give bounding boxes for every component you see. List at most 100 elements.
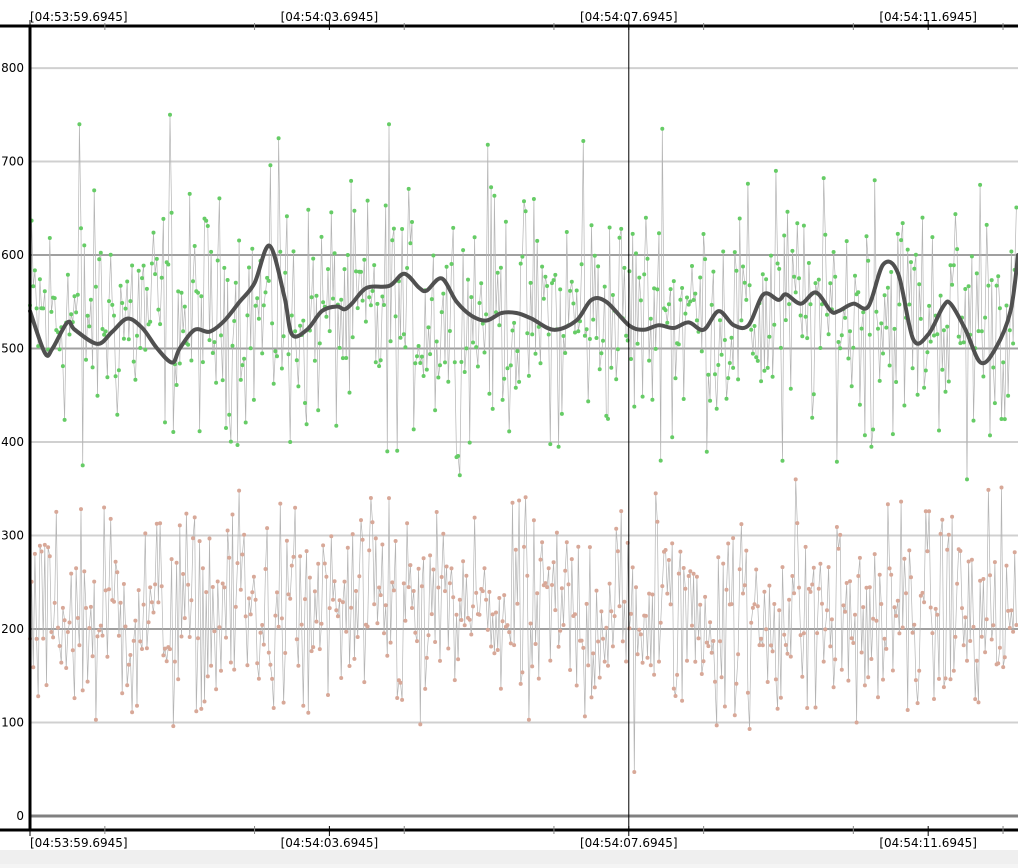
lower-point: [123, 624, 128, 629]
lower-point: [943, 676, 948, 681]
upper-point: [703, 257, 708, 262]
lower-point: [660, 584, 665, 589]
upper-point: [892, 326, 897, 331]
lower-point: [694, 574, 699, 579]
lower-point: [253, 597, 258, 602]
lower-point: [652, 672, 657, 677]
lower-point: [192, 515, 197, 520]
upper-point: [971, 418, 976, 423]
upper-point: [230, 343, 235, 348]
x-tick-label-top: [04:54:11.6945]: [879, 10, 977, 24]
upper-point: [342, 267, 347, 272]
upper-point: [869, 444, 874, 449]
lower-point: [135, 703, 139, 708]
upper-point: [958, 341, 963, 346]
lower-point: [923, 509, 928, 514]
lower-point: [606, 663, 610, 668]
lower-point: [1001, 665, 1006, 670]
lower-point: [451, 595, 456, 600]
upper-point: [701, 232, 706, 236]
upper-point: [810, 415, 815, 420]
upper-point: [508, 363, 513, 368]
upper-point: [503, 219, 508, 224]
lower-point: [678, 549, 683, 554]
upper-point: [871, 427, 876, 432]
upper-point: [446, 379, 451, 384]
upper-point: [255, 296, 260, 301]
lower-point: [882, 636, 887, 641]
lower-point: [732, 713, 737, 718]
upper-point: [591, 317, 596, 322]
upper-point: [538, 361, 543, 366]
lower-point: [1007, 625, 1012, 630]
upper-point: [1004, 303, 1009, 308]
upper-point: [752, 324, 757, 328]
upper-point: [148, 319, 153, 324]
lower-point: [811, 565, 816, 570]
upper-point: [780, 458, 785, 463]
lower-point: [342, 579, 347, 584]
lower-point: [273, 613, 278, 618]
lower-point: [387, 496, 391, 501]
lower-point: [115, 570, 120, 575]
upper-point: [354, 269, 358, 274]
upper-point: [694, 318, 699, 323]
lower-point: [494, 610, 498, 615]
upper-point: [922, 385, 927, 390]
upper-point: [47, 236, 52, 240]
lower-point: [950, 514, 955, 519]
lower-point: [335, 614, 340, 619]
upper-point: [599, 351, 604, 356]
lower-point: [941, 685, 946, 690]
lower-point: [131, 638, 136, 643]
upper-point: [177, 361, 182, 366]
upper-point: [564, 230, 569, 234]
lower-point: [360, 537, 365, 542]
lower-point: [744, 548, 749, 553]
lower-point: [872, 552, 877, 557]
upper-point: [405, 266, 410, 270]
upper-point: [459, 360, 464, 364]
lower-point: [250, 590, 255, 595]
upper-point: [428, 352, 433, 357]
upper-point: [431, 253, 436, 258]
upper-point: [452, 360, 457, 365]
upper-point: [726, 376, 731, 381]
lower-point: [731, 536, 736, 541]
upper-point: [994, 283, 999, 288]
upper-point: [490, 406, 495, 411]
upper-point: [153, 272, 158, 277]
upper-point: [902, 403, 907, 408]
upper-point: [683, 311, 688, 316]
lower-point: [927, 509, 932, 514]
upper-point: [482, 350, 487, 355]
upper-point: [181, 329, 186, 334]
lower-point: [299, 622, 304, 627]
x-tick-label-top: [04:53:59.6945]: [30, 10, 128, 24]
lower-point: [714, 723, 719, 728]
upper-point: [797, 276, 801, 281]
upper-point: [670, 435, 675, 440]
upper-point: [785, 209, 790, 214]
lower-point: [461, 559, 466, 564]
upper-point: [222, 265, 227, 270]
upper-point: [65, 272, 70, 277]
upper-point: [355, 306, 360, 311]
upper-point: [90, 365, 95, 370]
lower-point: [729, 602, 734, 607]
upper-point: [978, 182, 983, 187]
lower-point: [607, 581, 612, 586]
lower-point: [171, 724, 176, 729]
upper-point: [316, 408, 321, 413]
upper-point: [207, 338, 212, 343]
lower-point: [449, 566, 454, 571]
lower-point: [261, 642, 266, 647]
upper-point: [505, 366, 510, 371]
lower-point: [604, 625, 609, 630]
upper-point: [311, 256, 316, 261]
upper-point: [495, 270, 500, 275]
lower-point: [849, 636, 854, 641]
lower-point: [803, 544, 808, 549]
upper-point: [1011, 341, 1016, 346]
upper-point: [558, 287, 563, 292]
